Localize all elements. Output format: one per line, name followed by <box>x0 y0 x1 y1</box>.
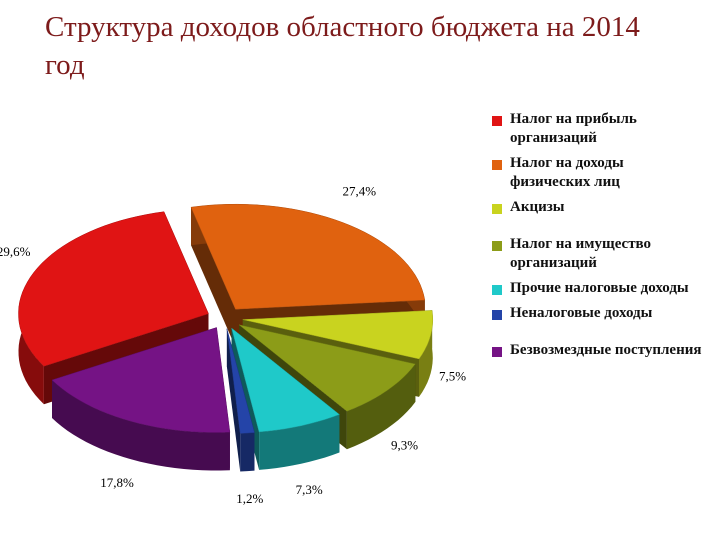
chart-title: Структура доходов областного бюджета на … <box>45 11 640 81</box>
legend: Налог на прибыль организаций Налог на дох… <box>490 110 705 360</box>
slice <box>51 327 231 433</box>
legend-item: Акцизы <box>490 198 705 217</box>
legend-item: Прочие налоговые доходы <box>490 279 705 298</box>
slice <box>226 328 255 434</box>
slice-side <box>240 432 255 472</box>
slice-side <box>52 380 230 471</box>
legend-label: Неналоговые доходы <box>510 305 653 321</box>
legend-swatch <box>492 116 502 126</box>
slice <box>190 203 426 310</box>
slice-side <box>259 414 340 470</box>
legend-item: Налог на имущество организаций <box>490 235 705 273</box>
data-label: 7,3% <box>296 482 323 497</box>
legend-label: Налог на имущество организаций <box>510 236 652 271</box>
legend-item: Безвозмездные поступления <box>490 341 705 360</box>
data-label: 27,4% <box>342 183 376 198</box>
slice-wall <box>226 328 241 472</box>
data-label: 29,6% <box>0 244 31 259</box>
legend-label: Налог на доходы физических лиц <box>510 155 624 190</box>
slice <box>242 310 434 360</box>
slice <box>51 327 231 471</box>
legend-swatch <box>492 160 502 170</box>
slice <box>226 328 255 472</box>
slice-side <box>346 364 416 450</box>
legend-swatch <box>492 241 502 251</box>
legend-swatch <box>492 310 502 320</box>
legend-label: Безвозмездные поступления <box>510 342 702 358</box>
slice <box>231 327 340 433</box>
legend-label: Акцизы <box>510 199 565 215</box>
legend-label: Налог на прибыль организаций <box>510 111 637 146</box>
legend-item: Налог на прибыль организаций <box>490 110 705 148</box>
data-label: 1,2% <box>236 491 263 506</box>
legend-item: Налог на доходы физических лиц <box>490 154 705 192</box>
legend-swatch <box>492 347 502 357</box>
data-label: 9,3% <box>391 438 418 453</box>
legend-swatch <box>492 285 502 295</box>
slice-side <box>419 310 433 397</box>
slice <box>18 211 209 367</box>
slice <box>238 324 416 412</box>
data-label: 17,8% <box>100 475 134 490</box>
slice <box>231 327 340 470</box>
legend-item: Неналоговые доходы <box>490 304 705 323</box>
data-label: 7,5% <box>439 368 466 383</box>
chart: 29,6% 27,4% 7,5% 9,3% 7,3% 1,2% 17,8% <box>0 183 466 506</box>
legend-label: Прочие налоговые доходы <box>510 280 689 296</box>
legend-swatch <box>492 204 502 214</box>
